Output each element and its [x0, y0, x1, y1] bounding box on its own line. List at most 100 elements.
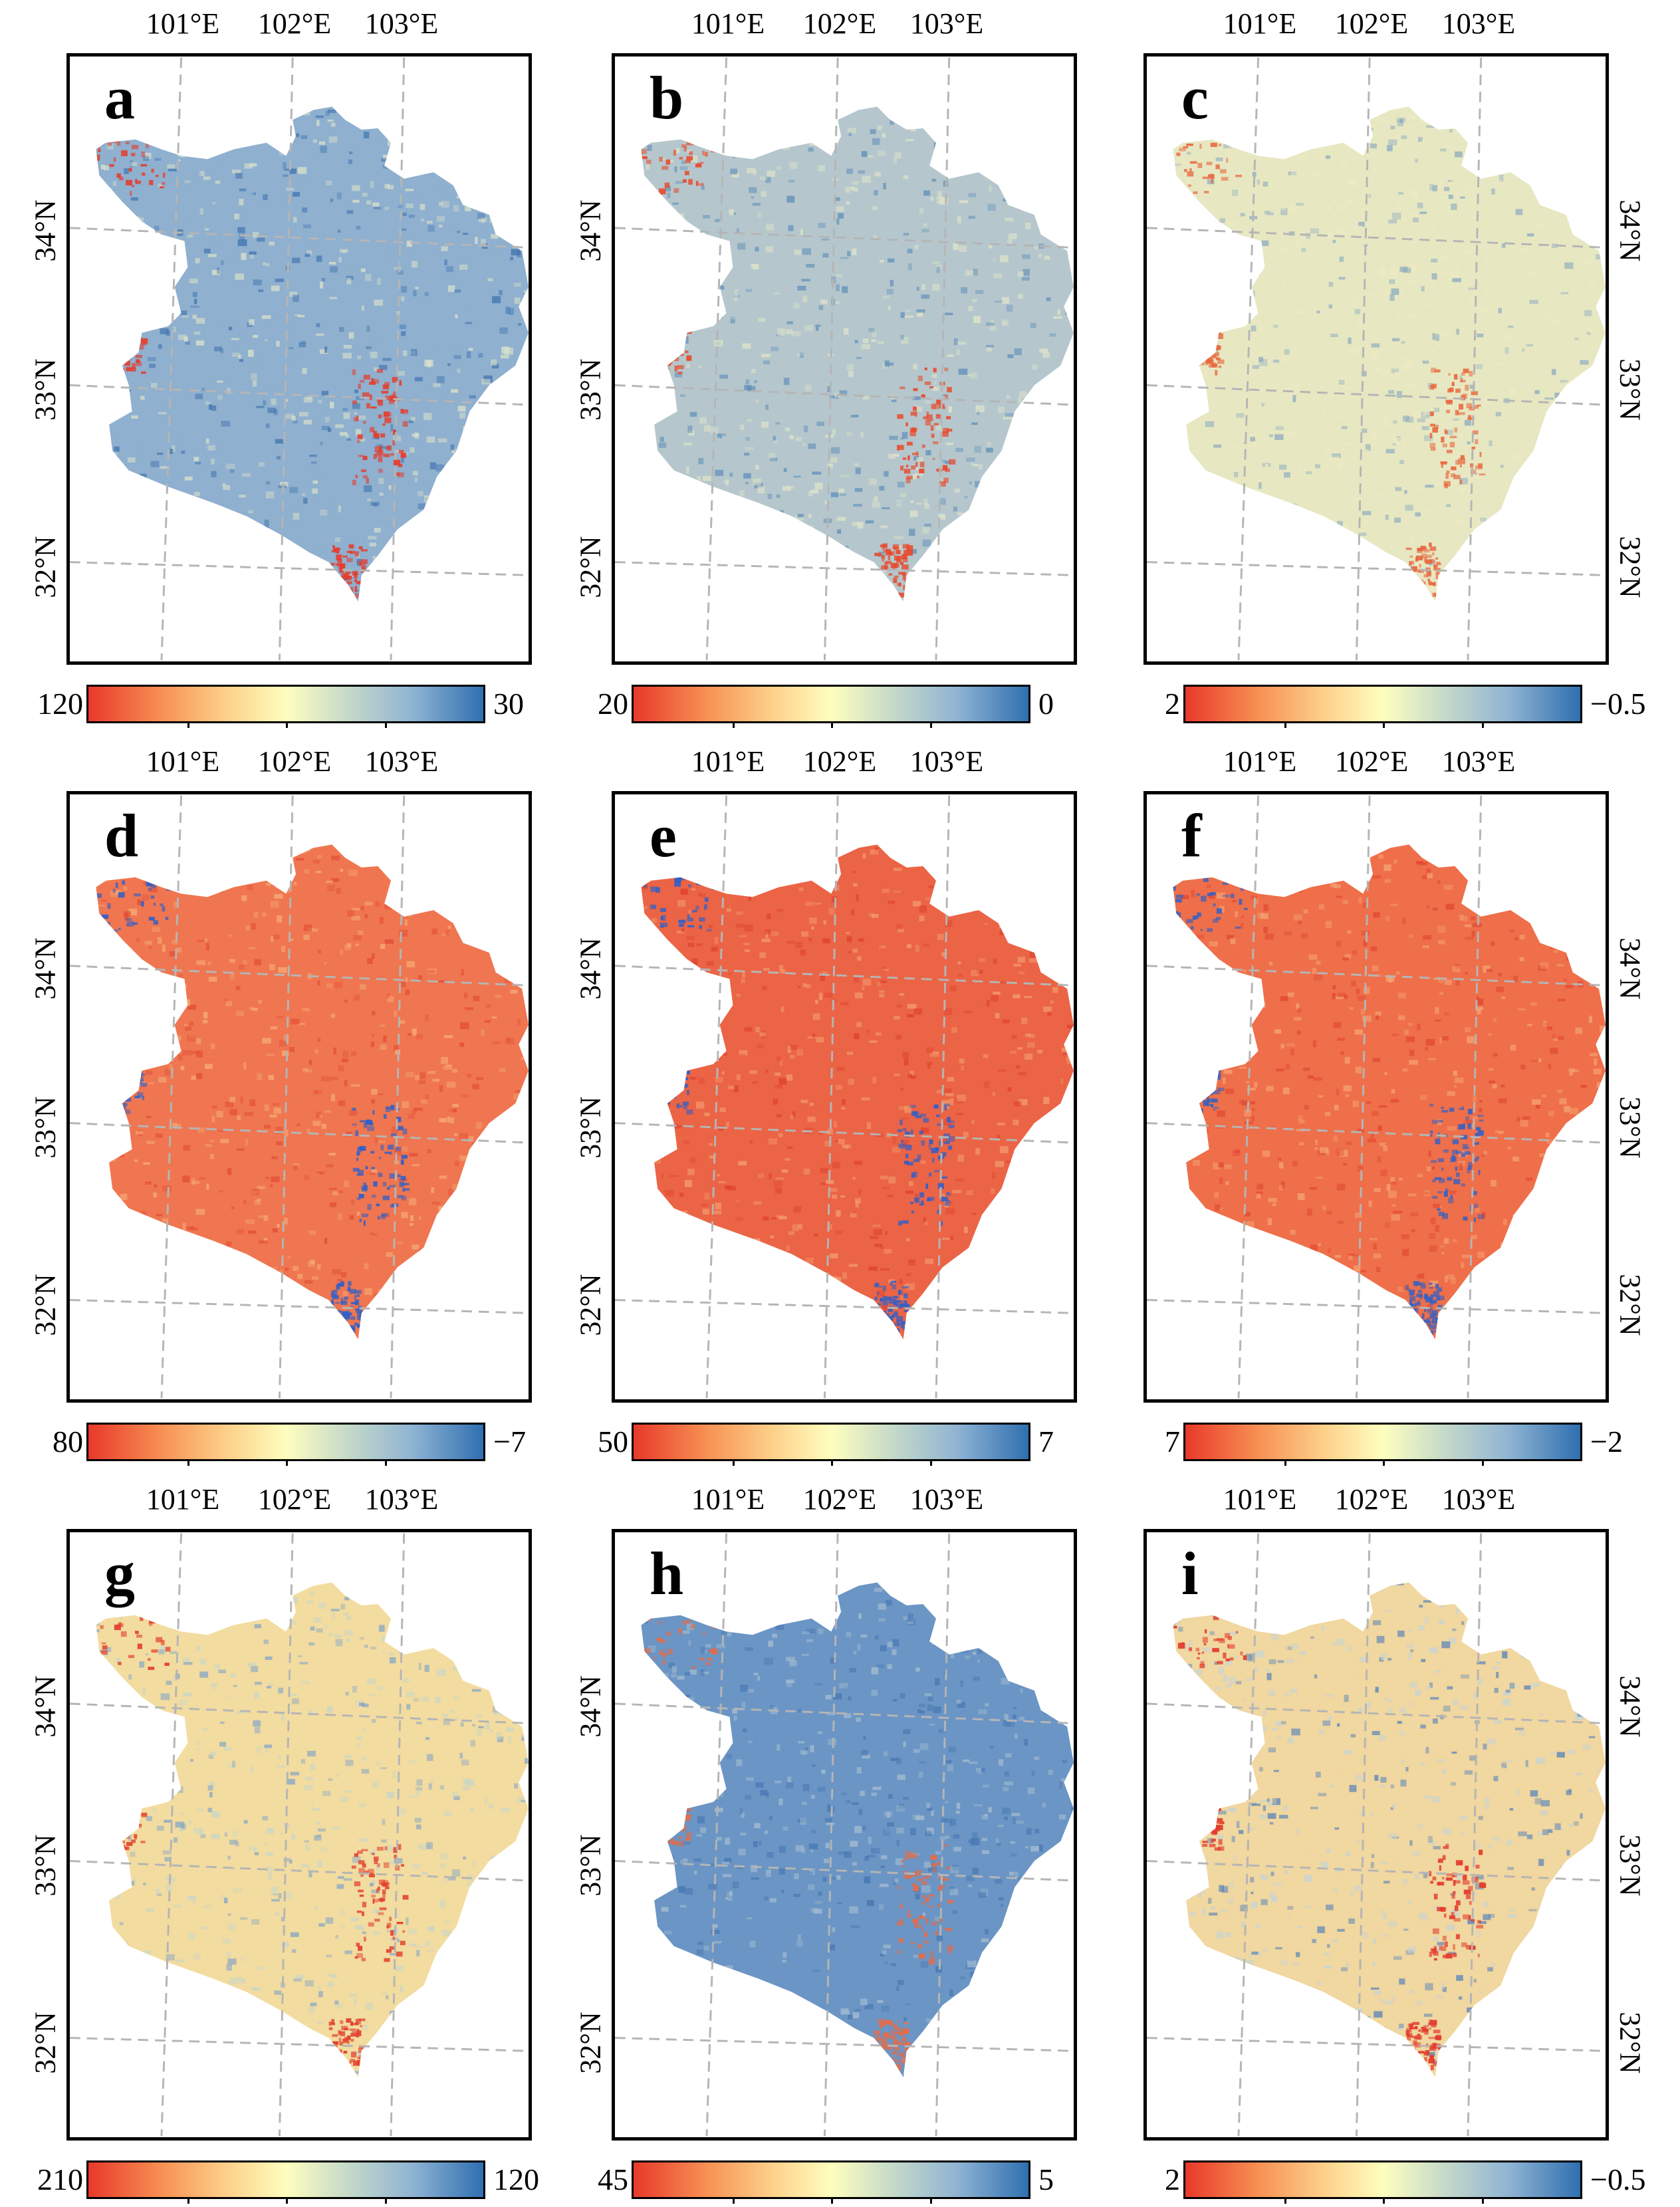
colorbar-min-label: 80	[53, 1425, 83, 1458]
graticule-line	[1467, 795, 1483, 1399]
graticule-line	[390, 795, 406, 1399]
region-shape	[641, 844, 1074, 1339]
longitude-label: 101°E	[1223, 1483, 1297, 1516]
colorbar-tick	[1383, 721, 1385, 728]
map-panel-e: 101°E 102°E 103°E e 34°N 33°N 32°N 50 7	[565, 745, 1090, 1466]
graticule-line	[615, 1121, 1074, 1144]
graticule-line	[70, 227, 529, 249]
panel-letter: g	[104, 1540, 135, 1607]
graticule-line	[1147, 384, 1606, 406]
longitude-label: 101°E	[146, 1483, 220, 1516]
graticule-line	[70, 1121, 529, 1144]
longitude-label: 102°E	[257, 7, 332, 40]
colorbar-tick	[831, 2197, 833, 2204]
graticule-line	[1147, 561, 1606, 576]
map-panel-h: 101°E 102°E 103°E h 34°N 33°N 32°N 45 5	[565, 1482, 1090, 2204]
colorbar-min-label: 7	[1165, 1425, 1180, 1458]
graticule-line	[70, 384, 529, 406]
colorbar-tick	[1284, 1459, 1286, 1466]
graticule-line	[935, 1533, 951, 2137]
latitude-label: 32°N	[574, 1274, 607, 1336]
graticule-line	[615, 2037, 1074, 2052]
latitude-label: 34°N	[29, 199, 62, 262]
map-canvas	[1147, 57, 1606, 661]
colorbar-max-label: −0.5	[1590, 2162, 1646, 2196]
colorbar-min-label: 20	[598, 687, 628, 721]
latitude-label: 33°N	[574, 1096, 607, 1159]
longitude-label: 103°E	[364, 745, 439, 778]
colorbar-min-label: 2	[1165, 687, 1180, 721]
graticule-line	[615, 965, 1074, 987]
graticule-line	[1237, 795, 1260, 1399]
graticule-line	[1147, 1121, 1606, 1144]
colorbar-tick	[732, 2197, 735, 2204]
colorbar-max-label: 0	[1038, 687, 1054, 721]
graticule-line	[160, 57, 183, 661]
map-canvas	[70, 795, 529, 1399]
colorbar-max-label: −2	[1590, 1425, 1623, 1458]
colorbar-min-label: 50	[598, 1425, 628, 1458]
colorbar	[86, 1423, 485, 1466]
colorbar-tick	[732, 721, 735, 728]
map-frame: i	[1143, 1529, 1609, 2141]
colorbar-min-label: 2	[1165, 2162, 1180, 2196]
map-panel-d: 101°E 102°E 103°E d 34°N 33°N 32°N 80 −7	[20, 745, 545, 1466]
graticule-line	[1147, 227, 1606, 249]
latitude-label: 33°N	[574, 1834, 607, 1897]
panel-letter: b	[650, 64, 684, 132]
graticule-line	[1467, 57, 1483, 661]
colorbar-max-label: −7	[493, 1425, 526, 1458]
colorbar-tick	[187, 721, 189, 728]
graticule-line	[70, 1702, 529, 1724]
latitude-label: 32°N	[29, 1274, 62, 1336]
graticule-line	[160, 795, 183, 1399]
colorbar-tick	[187, 2197, 189, 2204]
colorbar	[86, 2160, 485, 2204]
map-frame: h	[612, 1529, 1077, 2141]
graticule-line	[278, 57, 294, 661]
latitude-label: 34°N	[1614, 199, 1647, 262]
latitude-label: 34°N	[1614, 937, 1647, 1000]
colorbar-tick	[831, 1459, 833, 1466]
longitude-label: 101°E	[691, 1483, 765, 1516]
longitude-label: 103°E	[909, 1483, 984, 1516]
latitude-label: 32°N	[574, 2012, 607, 2074]
graticule-line	[1147, 1299, 1606, 1314]
longitude-label: 101°E	[1223, 7, 1297, 40]
graticule-line	[1147, 2037, 1606, 2052]
graticule-line	[935, 57, 951, 661]
graticule-line	[615, 384, 1074, 406]
map-panel-a: 101°E 102°E 103°E a 34°N 33°N 32°N 120 30	[20, 7, 545, 728]
region-shape	[96, 106, 529, 602]
graticule-line	[823, 795, 839, 1399]
graticule-line	[70, 1299, 529, 1314]
map-frame: d	[66, 791, 532, 1403]
colorbar-tick	[929, 721, 932, 728]
colorbar-tick	[1383, 1459, 1385, 1466]
map-frame: a	[66, 53, 532, 665]
longitude-label: 103°E	[909, 7, 984, 40]
graticule-line	[1147, 1702, 1606, 1724]
graticule-line	[70, 2037, 529, 2052]
panel-letter: c	[1181, 64, 1209, 132]
panel-letter: e	[650, 802, 677, 870]
latitude-label: 33°N	[574, 358, 607, 421]
map-canvas	[615, 795, 1074, 1399]
map-canvas	[615, 1533, 1074, 2137]
map-canvas	[70, 57, 529, 661]
colorbar-tick	[929, 1459, 932, 1466]
colorbar-tick	[187, 1459, 189, 1466]
longitude-label: 101°E	[146, 7, 220, 40]
map-panel-g: 101°E 102°E 103°E g 34°N 33°N 32°N 210 120	[20, 1482, 545, 2204]
graticule-line	[390, 1533, 406, 2137]
latitude-label: 34°N	[574, 199, 607, 262]
colorbar-tick	[831, 721, 833, 728]
latitude-label: 33°N	[1614, 1834, 1647, 1897]
graticule-line	[70, 1859, 529, 1882]
colorbar	[632, 1423, 1030, 1466]
latitude-label: 32°N	[29, 536, 62, 598]
latitude-label: 32°N	[1614, 1274, 1647, 1336]
latitude-label: 33°N	[1614, 1096, 1647, 1159]
colorbar-min-label: 45	[598, 2162, 628, 2196]
latitude-label: 32°N	[1614, 536, 1647, 598]
